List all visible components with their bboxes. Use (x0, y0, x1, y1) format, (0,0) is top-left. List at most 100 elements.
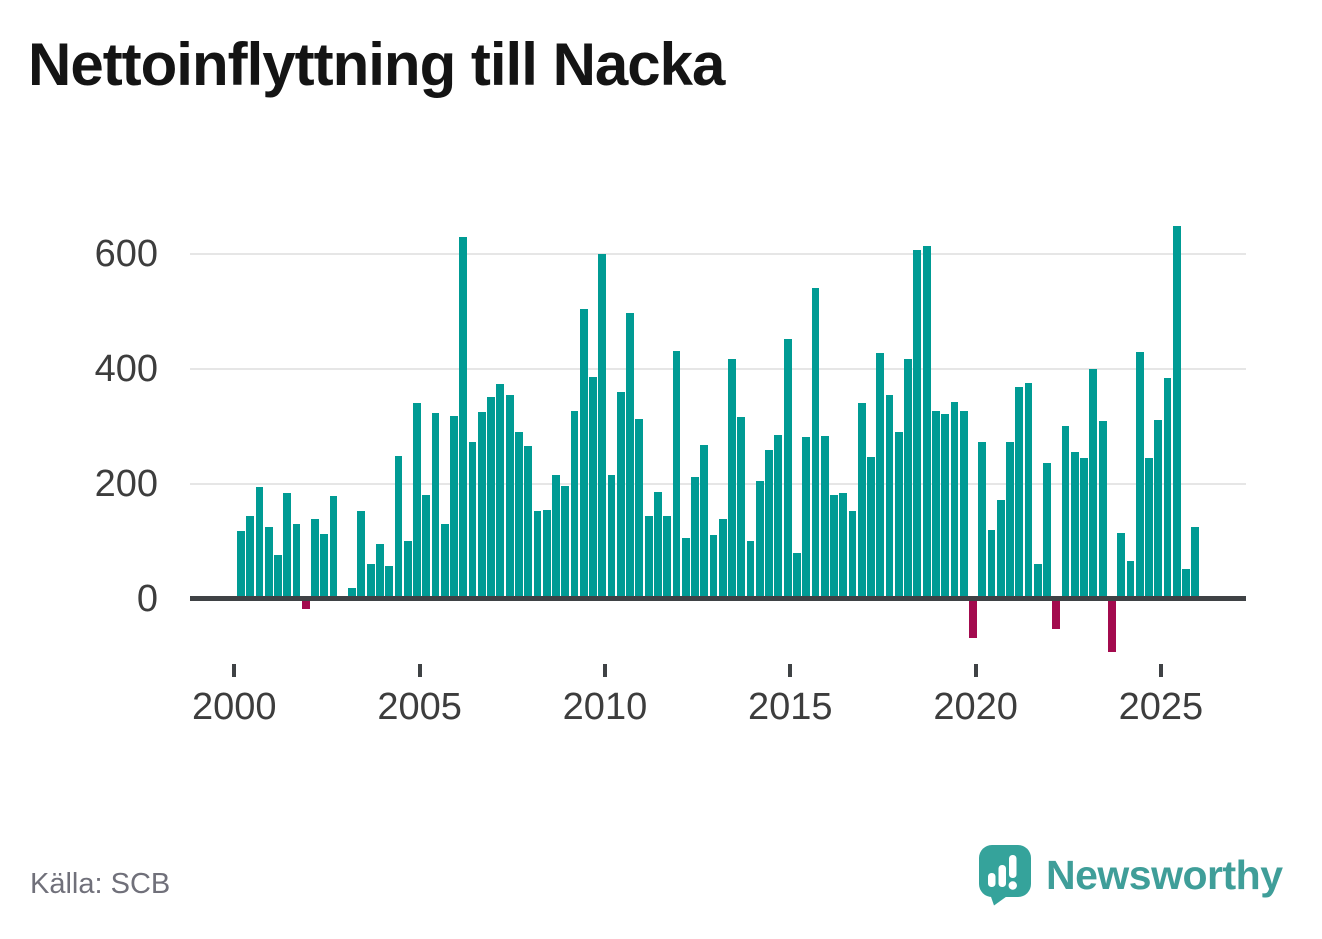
bar-2016-Q1 (830, 494, 838, 601)
bar-2021-Q2 (1024, 383, 1033, 601)
bar-2012-Q4 (709, 534, 718, 601)
bar-2001-Q1 (274, 555, 282, 601)
bar-2002-Q3 (329, 496, 338, 601)
bar-2003-Q1 (348, 587, 356, 601)
bar-2012-Q3 (700, 444, 709, 601)
bar-2018-Q1 (904, 359, 912, 601)
bar-2014-Q4 (783, 339, 792, 601)
bar-2010-Q4 (635, 418, 644, 601)
bar-2010-Q2 (616, 391, 625, 601)
bar-2022-Q4 (1080, 458, 1089, 601)
bar-2003-Q2 (357, 511, 366, 601)
newsworthy-logo-icon (979, 845, 1031, 906)
bar-2001-Q4 (301, 598, 310, 610)
x-axis-tick-2020 (973, 664, 978, 677)
bar-2015-Q4 (820, 436, 829, 601)
x-axis-tick-2000 (232, 664, 237, 677)
x-axis-label-2025: 2025 (1118, 686, 1204, 728)
x-axis-tick-2005 (417, 664, 422, 677)
bar-2009-Q3 (589, 377, 597, 601)
bar-2018-Q4 (931, 410, 940, 601)
bar-2025-Q1 (1163, 378, 1172, 601)
bar-2019-Q4 (969, 598, 977, 638)
y-axis-label-0: 0 (136, 577, 158, 620)
bar-2021-Q1 (1015, 386, 1024, 601)
bar-2025-Q3 (1182, 568, 1190, 601)
bar-2005-Q4 (450, 416, 458, 601)
bar-2014-Q3 (774, 434, 783, 601)
bar-2012-Q1 (681, 537, 690, 601)
bar-2008-Q2 (542, 509, 551, 601)
bar-2015-Q2 (802, 436, 811, 601)
bar-2020-Q4 (1006, 442, 1014, 601)
bar-2009-Q4 (598, 254, 607, 601)
bar-2015-Q1 (792, 552, 801, 601)
bar-2010-Q1 (607, 475, 616, 601)
gridline-200 (190, 482, 1246, 485)
bar-2007-Q2 (505, 394, 514, 601)
bar-2025-Q2 (1172, 225, 1181, 601)
bar-2007-Q3 (514, 432, 523, 601)
bar-2020-Q1 (978, 442, 987, 601)
bar-2020-Q3 (996, 500, 1005, 601)
bar-2023-Q3 (1108, 598, 1116, 653)
bar-2022-Q1 (1052, 598, 1061, 630)
x-axis-label-2015: 2015 (748, 686, 833, 728)
bar-2003-Q3 (366, 564, 375, 601)
x-axis-label-2005: 2005 (377, 686, 462, 728)
bar-2021-Q3 (1033, 564, 1042, 601)
bar-2014-Q2 (765, 449, 773, 601)
bar-2019-Q3 (959, 410, 968, 601)
bar-2008-Q4 (561, 486, 570, 601)
bar-2024-Q4 (1154, 420, 1163, 601)
brand-logo: Newsworthy (978, 843, 1283, 907)
bar-2006-Q3 (477, 412, 486, 601)
bar-2002-Q1 (311, 519, 319, 601)
gridline-600 (190, 253, 1246, 256)
bar-2006-Q4 (487, 396, 495, 601)
bar-2003-Q4 (375, 543, 384, 601)
bar-2023-Q1 (1089, 368, 1098, 601)
bar-2005-Q2 (431, 413, 440, 601)
bar-2025-Q4 (1191, 527, 1200, 601)
bar-2013-Q4 (746, 541, 755, 601)
bar-2016-Q4 (857, 403, 866, 601)
bar-2009-Q2 (579, 308, 588, 601)
bar-2006-Q1 (459, 236, 468, 601)
y-axis-label-400: 400 (94, 347, 158, 390)
brand-name: Newsworthy (1046, 851, 1283, 898)
bar-2017-Q1 (867, 456, 875, 601)
bar-2009-Q1 (570, 410, 579, 601)
bar-2007-Q1 (496, 384, 505, 601)
bar-2023-Q4 (1117, 533, 1126, 601)
bar-2013-Q3 (737, 416, 746, 601)
bar-2024-Q1 (1126, 560, 1135, 601)
bar-2013-Q2 (728, 358, 736, 601)
bar-2004-Q4 (413, 403, 421, 601)
bar-2004-Q1 (385, 565, 394, 601)
bar-2013-Q1 (718, 519, 727, 601)
bar-2023-Q2 (1098, 420, 1107, 601)
bar-2019-Q1 (941, 413, 950, 601)
bar-2002-Q2 (320, 533, 329, 601)
bar-2011-Q2 (653, 491, 662, 601)
bar-2001-Q2 (283, 493, 292, 601)
x-axis-tick-2025 (1158, 664, 1163, 677)
y-axis-label-600: 600 (94, 233, 158, 276)
x-axis-label-2020: 2020 (933, 686, 1018, 728)
bar-2010-Q3 (626, 313, 634, 601)
y-axis-label-200: 200 (94, 462, 158, 505)
bar-2011-Q4 (672, 350, 681, 601)
bar-2024-Q2 (1135, 351, 1144, 601)
bar-2016-Q2 (839, 493, 848, 601)
bar-2005-Q3 (440, 523, 449, 601)
bar-2017-Q3 (885, 394, 894, 601)
bar-2011-Q3 (663, 516, 672, 601)
bar-2020-Q2 (987, 529, 996, 601)
bar-2000-Q2 (246, 516, 255, 601)
bar-2022-Q3 (1070, 451, 1079, 601)
bar-2004-Q2 (394, 456, 403, 601)
x-axis-label-2000: 2000 (192, 686, 277, 728)
